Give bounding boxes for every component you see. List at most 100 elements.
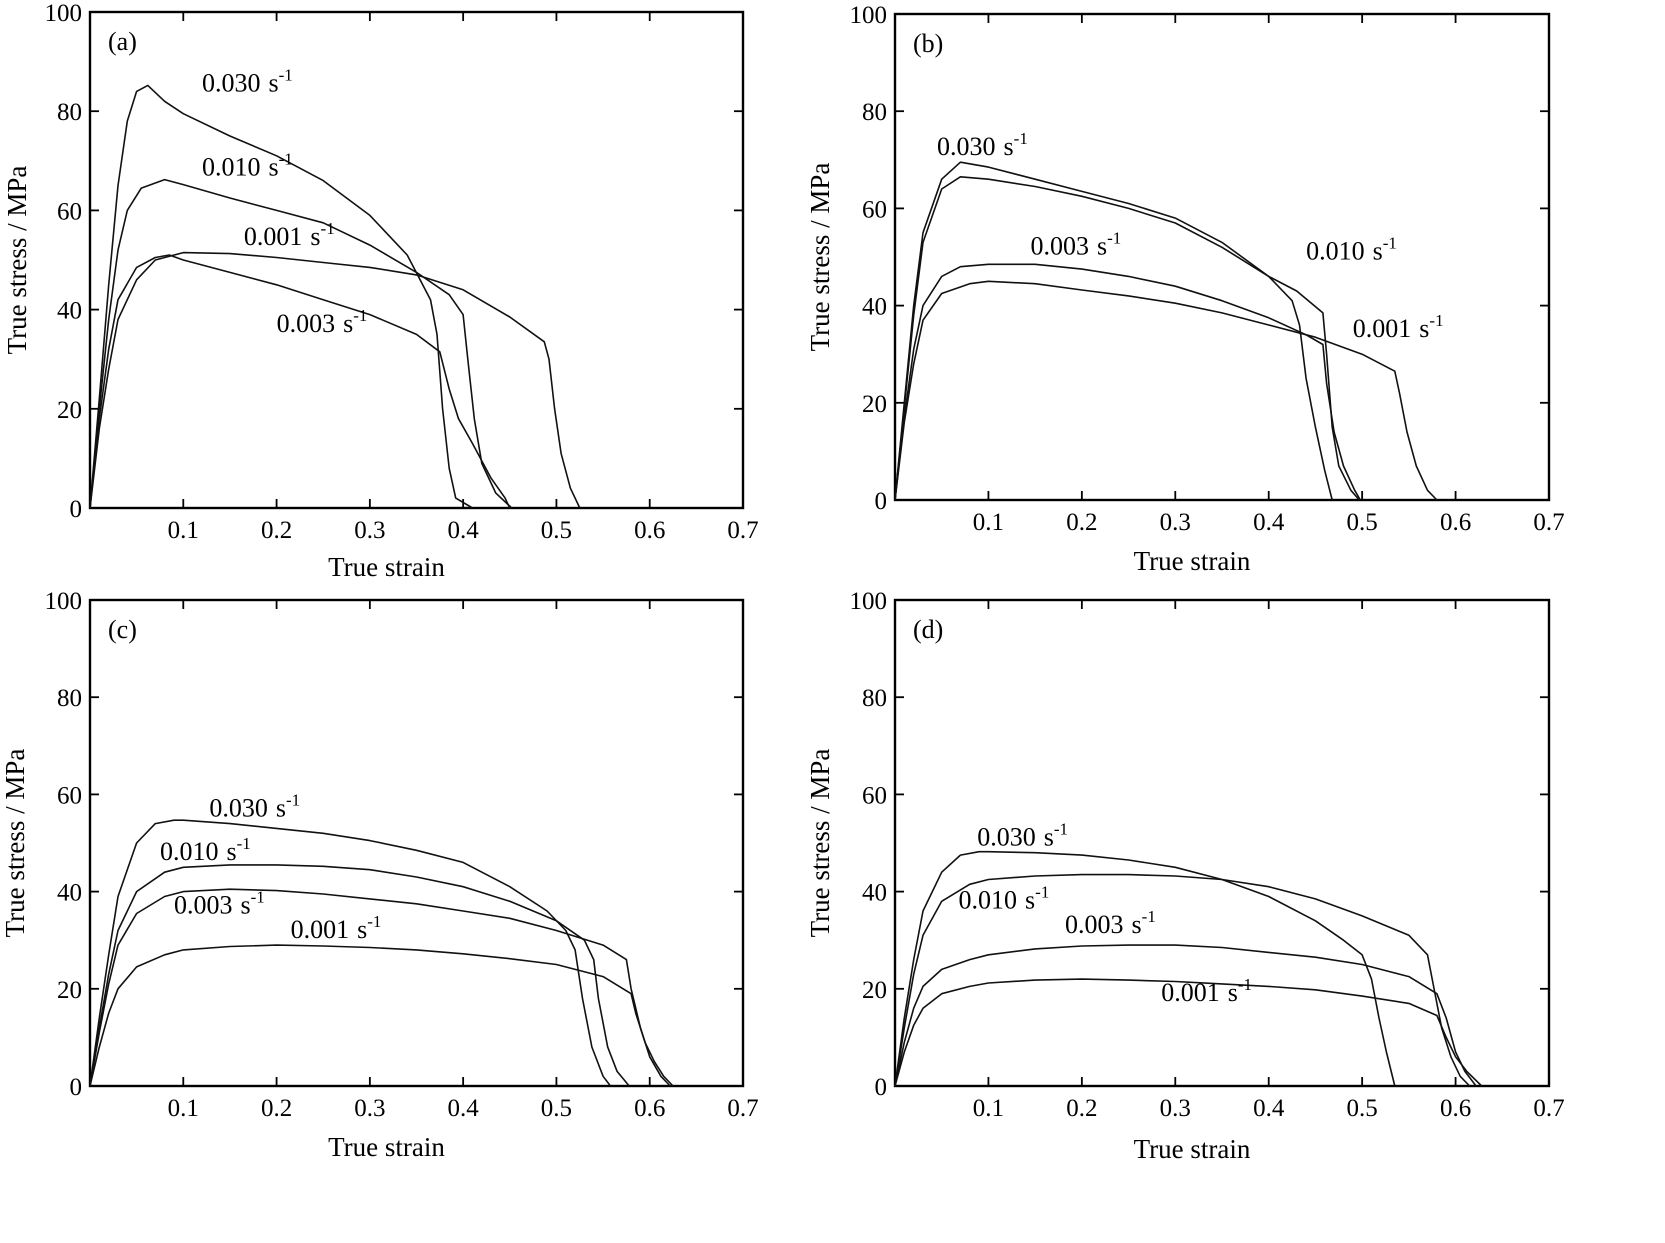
curve-label: 0.010 s-1	[959, 883, 1050, 915]
y-tick-label: 80	[862, 99, 887, 126]
curve-0-010	[89, 178, 513, 509]
panel-label: (d)	[913, 615, 943, 644]
y-tick-label: 80	[862, 685, 887, 712]
y-axis-label: True stress / MPa	[2, 166, 32, 355]
y-tick-label: 60	[57, 782, 82, 809]
plot-frame	[893, 598, 1551, 1088]
y-tick-label: 20	[57, 977, 82, 1004]
curve-label: 0.030 s-1	[937, 129, 1028, 161]
curve-label-unit: s	[276, 793, 286, 822]
curve-label-exponent: -1	[1238, 975, 1252, 994]
curve-label-rate: 0.001	[244, 222, 303, 251]
curve-label: 0.001 s-1	[291, 912, 382, 944]
panel-label: (c)	[108, 615, 137, 644]
curve-label: 0.001 s-1	[1161, 975, 1252, 1007]
x-tick-label: 0.5	[1347, 509, 1378, 536]
curve-label-rate: 0.030	[977, 822, 1036, 851]
curve-label-exponent: -1	[279, 150, 293, 169]
curve-label-rate: 0.030	[209, 793, 267, 822]
curve-label-rate: 0.030	[202, 68, 261, 97]
curve-label-exponent: -1	[1107, 229, 1121, 248]
x-axis-label: True strain	[1134, 1134, 1251, 1164]
curve-0-001	[89, 944, 674, 1087]
x-tick-label: 0.6	[634, 1095, 665, 1122]
curve-label: 0.010 s-1	[1306, 233, 1397, 265]
curve-0-030	[894, 850, 1396, 1087]
curve-label-unit: s	[1132, 910, 1142, 939]
y-tick-label: 40	[862, 880, 887, 907]
curve-label-exponent: -1	[279, 65, 293, 84]
curve-label-unit: s	[240, 890, 250, 919]
curve-label-rate: 0.003	[1065, 910, 1124, 939]
y-tick-label: 100	[850, 588, 888, 615]
x-tick-label: 0.1	[168, 517, 199, 544]
curve-label: 0.010 s-1	[160, 834, 251, 866]
curve-label: 0.003 s-1	[1030, 229, 1121, 261]
y-tick-label: 100	[850, 2, 888, 29]
x-tick-label: 0.1	[973, 1095, 1004, 1122]
curve-0-010	[894, 873, 1471, 1087]
curve-label-unit: s	[1044, 822, 1054, 851]
x-tick-label: 0.1	[973, 509, 1004, 536]
curve-0-010	[894, 176, 1360, 501]
curve-label-unit: s	[1004, 132, 1014, 161]
x-tick-label: 0.5	[1347, 1095, 1378, 1122]
y-tick-label: 0	[70, 1074, 83, 1101]
curve-label-unit: s	[268, 68, 278, 97]
curve-label: 0.030 s-1	[202, 65, 293, 97]
curve-label: 0.010 s-1	[202, 150, 293, 182]
y-axis-label: True stress / MPa	[805, 163, 835, 352]
curve-label-exponent: -1	[251, 887, 265, 906]
curve-label-rate: 0.030	[937, 132, 996, 161]
y-tick-label: 20	[57, 397, 82, 424]
curve-label-unit: s	[1373, 236, 1383, 265]
curve-label-exponent: -1	[353, 306, 367, 325]
panel-c: 0.1 0.2 0.3 0.4 0.5 0.6 0.7 0 20 40 60 80 100 True st…	[0, 588, 759, 1162]
panel-b: 0.1 0.2 0.3 0.4 0.5 0.6 0.7 0 20 40 60 80 100 True st…	[805, 2, 1565, 576]
curve-label-unit: s	[310, 222, 320, 251]
curve-label: 0.003 s-1	[1065, 907, 1156, 939]
curve-label-rate: 0.001	[291, 915, 350, 944]
y-tick-label: 60	[862, 196, 887, 223]
x-tick-label: 0.3	[354, 1095, 385, 1122]
curve-0-003	[894, 944, 1477, 1087]
curve-label: 0.030 s-1	[977, 819, 1068, 851]
x-tick-label: 0.4	[1253, 1095, 1285, 1122]
curve-label-unit: s	[357, 915, 367, 944]
x-tick-label: 0.6	[1440, 1095, 1471, 1122]
curve-label: 0.001 s-1	[244, 219, 335, 251]
curve-label: 0.003 s-1	[277, 306, 368, 338]
curve-label: 0.001 s-1	[1353, 311, 1444, 343]
panel-d: 0.1 0.2 0.3 0.4 0.5 0.6 0.7 0 20 40 60 80 100 True st…	[805, 588, 1565, 1164]
x-tick-label: 0.3	[1160, 509, 1191, 536]
curve-label-exponent: -1	[1014, 129, 1028, 148]
x-tick-label: 0.4	[448, 517, 480, 544]
curve-label-rate: 0.001	[1353, 314, 1412, 343]
curve-label-unit: s	[1419, 314, 1429, 343]
curve-label-rate: 0.010	[1306, 236, 1365, 265]
panel-label: (a)	[108, 27, 137, 56]
y-tick-label: 20	[862, 391, 887, 418]
curve-0-030	[894, 161, 1333, 501]
curve-0-001	[894, 280, 1438, 501]
curve-0-001	[89, 251, 581, 509]
curve-label: 0.030 s-1	[209, 790, 300, 822]
y-tick-label: 80	[57, 99, 82, 126]
curve-0-003	[89, 888, 671, 1087]
y-tick-label: 0	[70, 496, 83, 523]
y-tick-label: 40	[862, 294, 887, 321]
y-tick-label: 20	[862, 977, 887, 1004]
x-tick-label: 0.4	[448, 1095, 480, 1122]
x-tick-label: 0.2	[261, 517, 292, 544]
curve-label-rate: 0.003	[1030, 232, 1089, 261]
curve-label-unit: s	[1097, 232, 1107, 261]
x-tick-label: 0.5	[541, 517, 572, 544]
curve-0-010	[89, 864, 630, 1087]
x-tick-label: 0.3	[354, 517, 385, 544]
curve-label-unit: s	[268, 153, 278, 182]
curve-0-030	[89, 84, 473, 509]
y-tick-label: 40	[57, 880, 82, 907]
curve-label-rate: 0.010	[160, 837, 219, 866]
x-tick-label: 0.2	[1066, 509, 1097, 536]
